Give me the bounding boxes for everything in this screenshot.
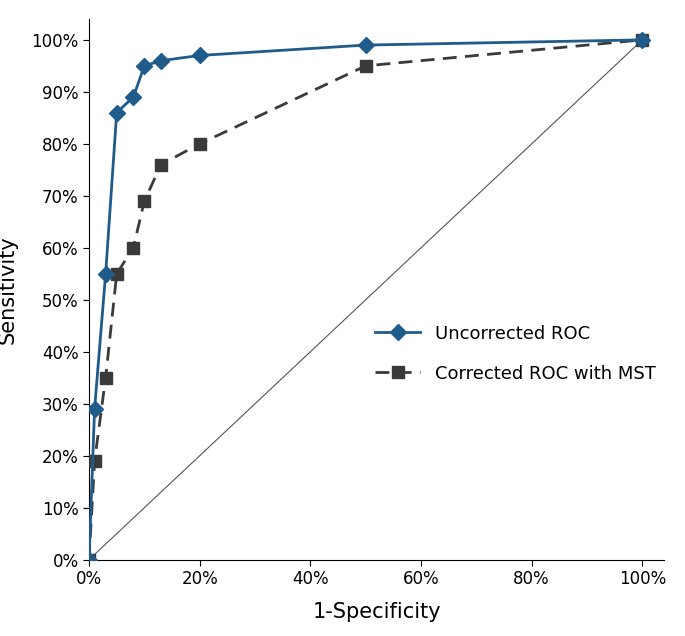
- Line: Uncorrected ROC: Uncorrected ROC: [84, 34, 648, 565]
- Y-axis label: Sensitivity: Sensitivity: [0, 235, 18, 343]
- X-axis label: 1-Specificity: 1-Specificity: [312, 602, 441, 622]
- Uncorrected ROC: [129, 93, 138, 101]
- Uncorrected ROC: [638, 36, 647, 44]
- Uncorrected ROC: [140, 62, 149, 70]
- Corrected ROC with MST: [362, 62, 370, 70]
- Uncorrected ROC: [157, 57, 165, 64]
- Uncorrected ROC: [362, 41, 370, 49]
- Uncorrected ROC: [112, 109, 121, 116]
- Legend: Uncorrected ROC, Corrected ROC with MST: Uncorrected ROC, Corrected ROC with MST: [375, 325, 656, 384]
- Corrected ROC with MST: [101, 374, 110, 382]
- Corrected ROC with MST: [129, 244, 138, 252]
- Corrected ROC with MST: [196, 140, 204, 148]
- Uncorrected ROC: [101, 270, 110, 277]
- Corrected ROC with MST: [140, 197, 149, 205]
- Corrected ROC with MST: [157, 161, 165, 169]
- Uncorrected ROC: [85, 556, 93, 563]
- Uncorrected ROC: [90, 405, 99, 413]
- Corrected ROC with MST: [85, 556, 93, 563]
- Corrected ROC with MST: [90, 457, 99, 465]
- Uncorrected ROC: [196, 52, 204, 59]
- Corrected ROC with MST: [112, 270, 121, 277]
- Line: Corrected ROC with MST: Corrected ROC with MST: [84, 34, 648, 565]
- Corrected ROC with MST: [638, 36, 647, 44]
